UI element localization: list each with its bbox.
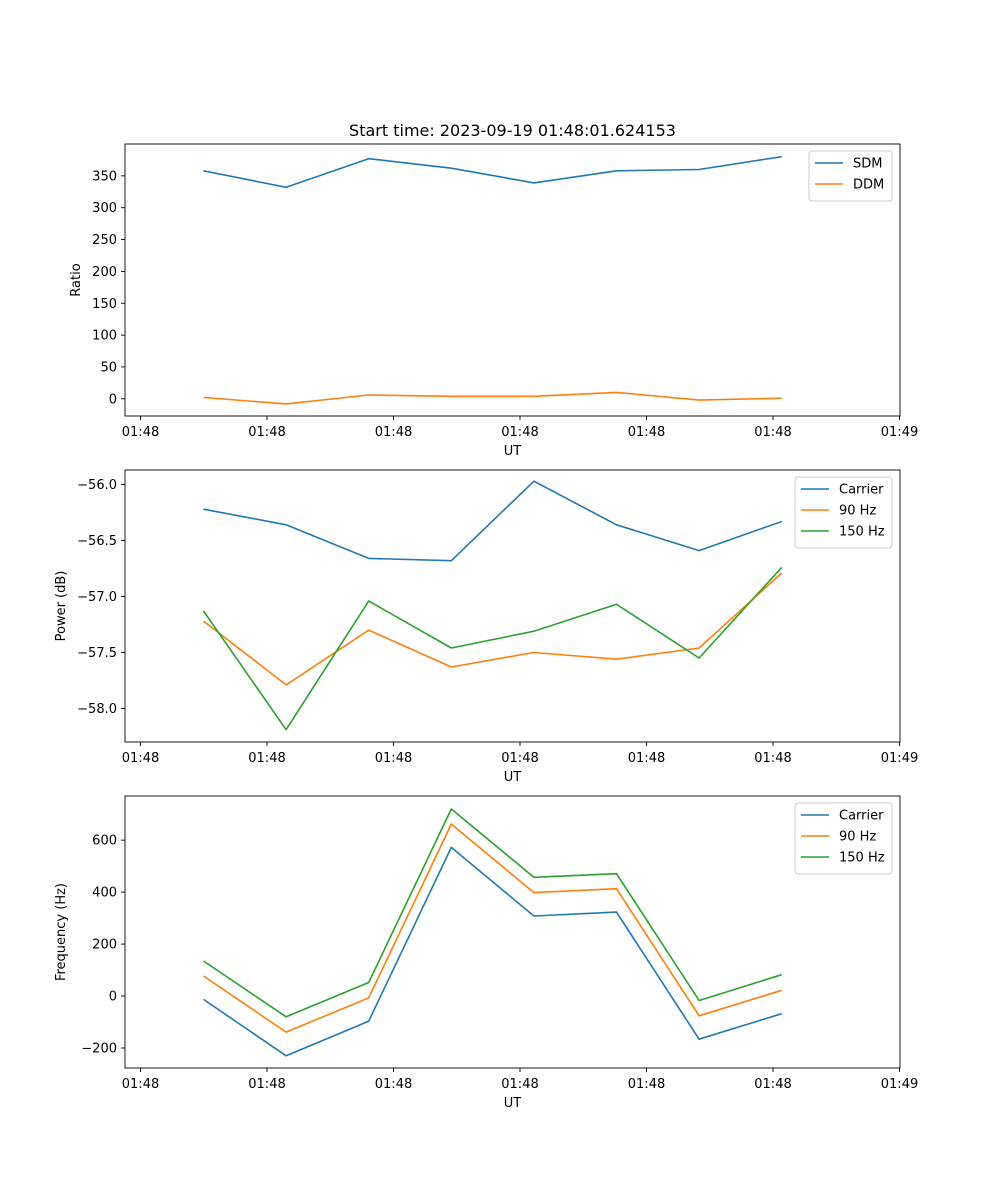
x-tick-label: 01:49 bbox=[881, 1077, 918, 1092]
plot-area-frame bbox=[124, 795, 901, 1069]
y-tick-label: 100 bbox=[92, 329, 117, 344]
y-axis-label: Frequency (Hz) bbox=[54, 883, 69, 981]
x-tick-label: 01:48 bbox=[122, 425, 159, 440]
x-axis-label: UT bbox=[504, 444, 522, 459]
y-axis-label: Power (dB) bbox=[54, 571, 69, 642]
x-tick-label: 01:48 bbox=[754, 751, 791, 766]
legend: Carrier 90 Hz 150 Hz bbox=[794, 802, 893, 875]
figure-title: Start time: 2023-09-19 01:48:01.624153 bbox=[349, 121, 676, 140]
x-tick-label: 01:48 bbox=[122, 1077, 159, 1092]
y-axis-label: Ratio bbox=[69, 263, 84, 296]
y-tick-label: 150 bbox=[92, 297, 117, 312]
legend-label: 90 Hz bbox=[839, 504, 876, 519]
x-tick-label: 01:48 bbox=[248, 751, 285, 766]
x-tick-label: 01:48 bbox=[501, 1077, 538, 1092]
y-tick-label: 300 bbox=[92, 201, 117, 216]
y-tick-label: 600 bbox=[92, 834, 117, 849]
x-tick-label: 01:48 bbox=[248, 425, 285, 440]
legend-label: SDM bbox=[853, 157, 882, 172]
y-tick-label: 50 bbox=[100, 360, 117, 375]
x-axis-label: UT bbox=[504, 770, 522, 785]
y-tick-label: −58.0 bbox=[77, 702, 117, 717]
series-line-150-hz bbox=[203, 808, 782, 1018]
y-tick-label: 200 bbox=[92, 938, 117, 953]
y-tick-label: 0 bbox=[109, 392, 117, 407]
legend-label: 90 Hz bbox=[839, 830, 876, 845]
legend-label: Carrier bbox=[839, 809, 884, 824]
series-line-ddm bbox=[203, 391, 782, 405]
chart-panel-2: −58.0 −57.5 −57.0 −56.5 −56.0 01:48 01:48 01:48… bbox=[54, 469, 918, 785]
legend-label: DDM bbox=[853, 178, 884, 193]
x-tick-label: 01:49 bbox=[881, 751, 918, 766]
x-tick-label: 01:48 bbox=[501, 425, 538, 440]
series-line-150-hz bbox=[202, 566, 783, 731]
series-line-carrier bbox=[203, 846, 782, 1057]
x-tick-label: 01:48 bbox=[754, 1077, 791, 1092]
series-line-sdm bbox=[203, 155, 782, 189]
legend: SDM DDM bbox=[808, 150, 893, 202]
y-tick-label: 250 bbox=[92, 233, 117, 248]
series-line-90-hz bbox=[203, 823, 782, 1033]
x-axis-label: UT bbox=[504, 1096, 522, 1111]
y-tick-label: 400 bbox=[92, 886, 117, 901]
plot-area-frame bbox=[124, 143, 901, 417]
x-tick-label: 01:48 bbox=[375, 425, 412, 440]
chart-panel-3: −200 0 200 400 600 01:48 01:48 01:48 01:48 01:48 0… bbox=[54, 795, 918, 1111]
legend-label: Carrier bbox=[839, 483, 884, 498]
plot-area-frame bbox=[124, 469, 901, 743]
x-tick-label: 01:48 bbox=[628, 1077, 665, 1092]
legend-label: 150 Hz bbox=[839, 525, 885, 540]
y-tick-label: 350 bbox=[92, 169, 117, 184]
y-tick-label: −57.0 bbox=[77, 590, 117, 605]
y-tick-label: −56.0 bbox=[77, 478, 117, 493]
x-tick-label: 01:48 bbox=[501, 751, 538, 766]
chart-panel-1: 0 50 100 150 200 250 300 350 01:48 01:48 01:48 01:4… bbox=[69, 143, 918, 459]
legend: Carrier 90 Hz 150 Hz bbox=[794, 476, 893, 549]
x-tick-label: 01:48 bbox=[628, 751, 665, 766]
series-line-carrier bbox=[203, 480, 782, 562]
y-tick-label: 0 bbox=[109, 990, 117, 1005]
y-tick-label: −56.5 bbox=[77, 534, 117, 549]
x-tick-label: 01:48 bbox=[375, 751, 412, 766]
x-tick-label: 01:48 bbox=[375, 1077, 412, 1092]
x-tick-label: 01:48 bbox=[248, 1077, 285, 1092]
y-tick-label: 200 bbox=[92, 265, 117, 280]
x-tick-label: 01:48 bbox=[628, 425, 665, 440]
x-tick-label: 01:48 bbox=[754, 425, 791, 440]
y-tick-label: −200 bbox=[81, 1041, 117, 1056]
x-tick-label: 01:49 bbox=[881, 425, 918, 440]
y-tick-label: −57.5 bbox=[77, 646, 117, 661]
chart-panels: 0 50 100 150 200 250 300 350 01:48 01:48 01:48 01:4… bbox=[54, 143, 918, 1111]
legend-label: 150 Hz bbox=[839, 851, 885, 866]
x-tick-label: 01:48 bbox=[122, 751, 159, 766]
